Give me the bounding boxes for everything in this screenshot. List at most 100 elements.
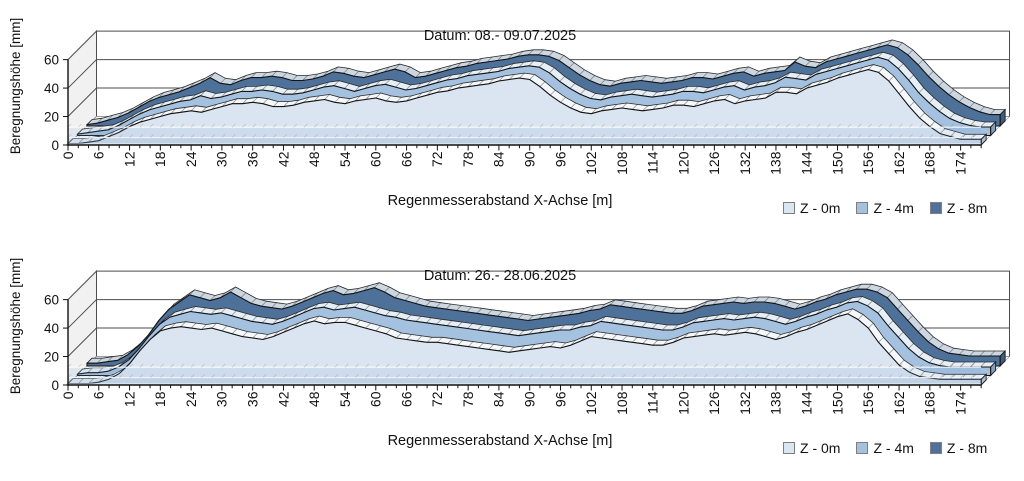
roof-facet [744, 95, 751, 102]
roof-facet [620, 300, 626, 307]
floor-band-facet [160, 134, 164, 138]
floor-band-facet [98, 123, 103, 128]
floor-band-facet [231, 123, 236, 128]
floor-band-facet [457, 123, 462, 128]
roof-facet [242, 98, 248, 104]
roof-facet [610, 80, 616, 87]
floor-band-facet [437, 363, 441, 368]
floor-band-facet [180, 134, 185, 138]
x-tick-label: 54 [337, 391, 353, 407]
roof-facet [343, 68, 349, 74]
floor-band-facet [560, 363, 564, 368]
floor-band-facet [703, 134, 708, 138]
roof-facet [847, 308, 854, 315]
roof-facet [508, 347, 515, 353]
floor-band-facet [755, 123, 759, 128]
roof-facet [580, 107, 587, 113]
floor-band-facet [857, 123, 862, 128]
roof-facet [231, 328, 238, 335]
roof-facet [478, 79, 484, 86]
x-tick-label: 24 [183, 391, 199, 407]
roof-facet [241, 313, 247, 319]
roof-facet [876, 286, 883, 293]
floor-band-facet [211, 134, 216, 138]
x-tick-label: 114 [645, 151, 661, 174]
roof-facet [703, 329, 710, 336]
roof-facet [733, 314, 740, 321]
roof-facet [662, 324, 668, 331]
floor-band-facet [170, 123, 175, 128]
roof-facet [960, 134, 966, 140]
floor-band-facet [693, 374, 698, 378]
roof-facet [652, 104, 659, 110]
floor-band-facet [426, 374, 431, 378]
floor-band-facet [324, 363, 328, 368]
roof-facet [302, 75, 308, 81]
floor-band-facet [570, 134, 575, 138]
floor-band-facet [570, 374, 575, 378]
roof-facet [950, 374, 956, 380]
y-tick-label: 0 [51, 378, 59, 393]
floor-band-facet [611, 134, 616, 138]
floor-band-facet [457, 374, 462, 378]
floor-band-facet [385, 123, 390, 128]
roof-facet [497, 55, 503, 61]
roof-facet [323, 301, 329, 308]
floor-band-facet [898, 123, 903, 128]
roof-facet [539, 81, 546, 87]
floor-band-facet [190, 134, 195, 138]
floor-band-facet [775, 374, 780, 378]
roof-facet [846, 60, 853, 67]
roof-facet [220, 307, 227, 314]
floor-band-facet [365, 134, 369, 138]
roof-facet [692, 317, 699, 324]
floor-band-facet [375, 363, 380, 368]
roof-facet [508, 63, 514, 69]
roof-facet [621, 335, 628, 342]
roof-facet [107, 356, 113, 362]
floor-band-facet [898, 363, 903, 368]
roof-facet [354, 301, 360, 308]
floor-band-facet [785, 134, 790, 138]
floor-band-facet [878, 363, 882, 368]
plot-canvas-top: 0 6 12 18 24 30 36 42 48 54 60 66 72 78 84 90 96 102 108 11… [44, 29, 1011, 175]
roof-facet [837, 72, 843, 79]
roof-facet [281, 303, 288, 310]
floor-band-facet [365, 123, 369, 128]
roof-facet [938, 343, 944, 350]
roof-facet [497, 310, 503, 317]
roof-facet [989, 350, 996, 357]
roof-facet [456, 321, 463, 328]
x-tick-label: 6 [91, 151, 107, 159]
floor-band-facet [344, 363, 349, 368]
roof-facet [919, 112, 925, 119]
floor-band-facet [693, 134, 698, 138]
roof-facet [220, 91, 227, 98]
y-tick-label: 60 [44, 52, 59, 67]
floor-band-facet [632, 374, 636, 378]
roof-facet [396, 332, 402, 339]
roof-facet [415, 316, 422, 322]
roof-facet [231, 88, 237, 95]
legend-swatch [783, 442, 795, 454]
roof-facet [507, 312, 513, 318]
roof-facet [815, 296, 821, 303]
roof-facet [78, 378, 84, 384]
floor-band-facet [313, 363, 318, 368]
roof-facet [939, 106, 945, 112]
x-tick-label: 66 [398, 391, 414, 407]
roof-facet [825, 56, 831, 63]
floor-band-facet [539, 134, 544, 138]
floor-band-facet [703, 374, 708, 378]
roof-facet [324, 318, 330, 325]
roof-facet [928, 70, 934, 77]
x-tick-label: 0 [60, 391, 76, 399]
floor-band-facet [324, 123, 328, 128]
roof-facet [958, 96, 965, 103]
roof-facet [960, 374, 966, 380]
chart-irrigation-0807: 0 6 12 18 24 30 36 42 48 54 60 66 72 78 84 90 96 102 108 11… [0, 0, 1024, 240]
x-tick-label: 66 [398, 151, 414, 167]
roof-facet [877, 51, 884, 58]
roof-facet [180, 321, 187, 327]
floor-band-facet [580, 363, 585, 368]
